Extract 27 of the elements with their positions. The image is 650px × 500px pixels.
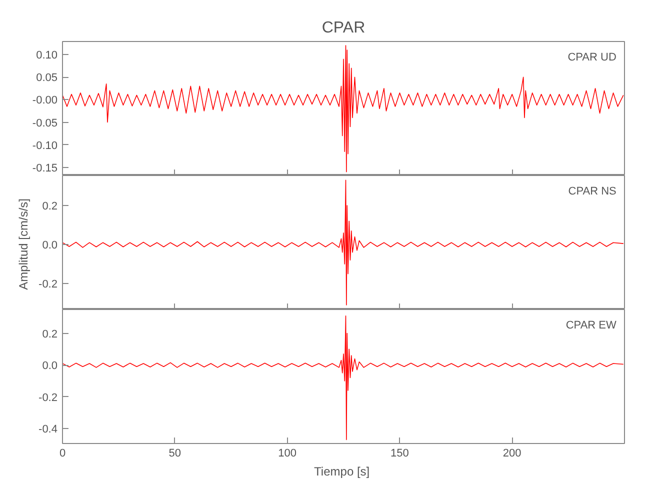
y-tick-label: -0.15 bbox=[32, 162, 58, 174]
x-tick-label: 50 bbox=[168, 448, 182, 460]
annotation: CPAR UD bbox=[568, 52, 616, 64]
y-tick-label: -0.2 bbox=[38, 278, 58, 291]
y-tick-label: 0.0 bbox=[42, 360, 58, 372]
x-tick-label: 200 bbox=[502, 448, 522, 460]
x-tick-label: 150 bbox=[390, 448, 409, 460]
y-tick-label: -0.05 bbox=[32, 117, 58, 130]
annotation: CPAR NS bbox=[568, 186, 616, 198]
line-series bbox=[62, 315, 624, 440]
x-tick-label: 0 bbox=[59, 448, 66, 460]
y-tick-label: 0.0 bbox=[42, 240, 58, 252]
x-tick-label: 100 bbox=[278, 448, 296, 460]
y-axis-title: Amplitud [cm/s/s] bbox=[16, 198, 31, 290]
y-tick-label: 0.2 bbox=[42, 200, 58, 213]
y-tick-label: -0.10 bbox=[32, 140, 58, 152]
line-series bbox=[62, 45, 624, 172]
y-tick-label: -0.00 bbox=[32, 94, 58, 107]
line-series bbox=[62, 180, 624, 306]
y-tick-label: 0.05 bbox=[36, 72, 58, 84]
y-tick-label: -0.4 bbox=[38, 424, 58, 436]
y-tick-label: 0.2 bbox=[42, 328, 58, 340]
x-axis-title: Tiempo [s] bbox=[314, 464, 370, 478]
annotation: CPAR EW bbox=[566, 320, 618, 332]
chart-title: CPAR bbox=[322, 20, 366, 36]
y-tick-label: 0.10 bbox=[36, 50, 58, 62]
y-tick-label: -0.2 bbox=[38, 392, 58, 404]
